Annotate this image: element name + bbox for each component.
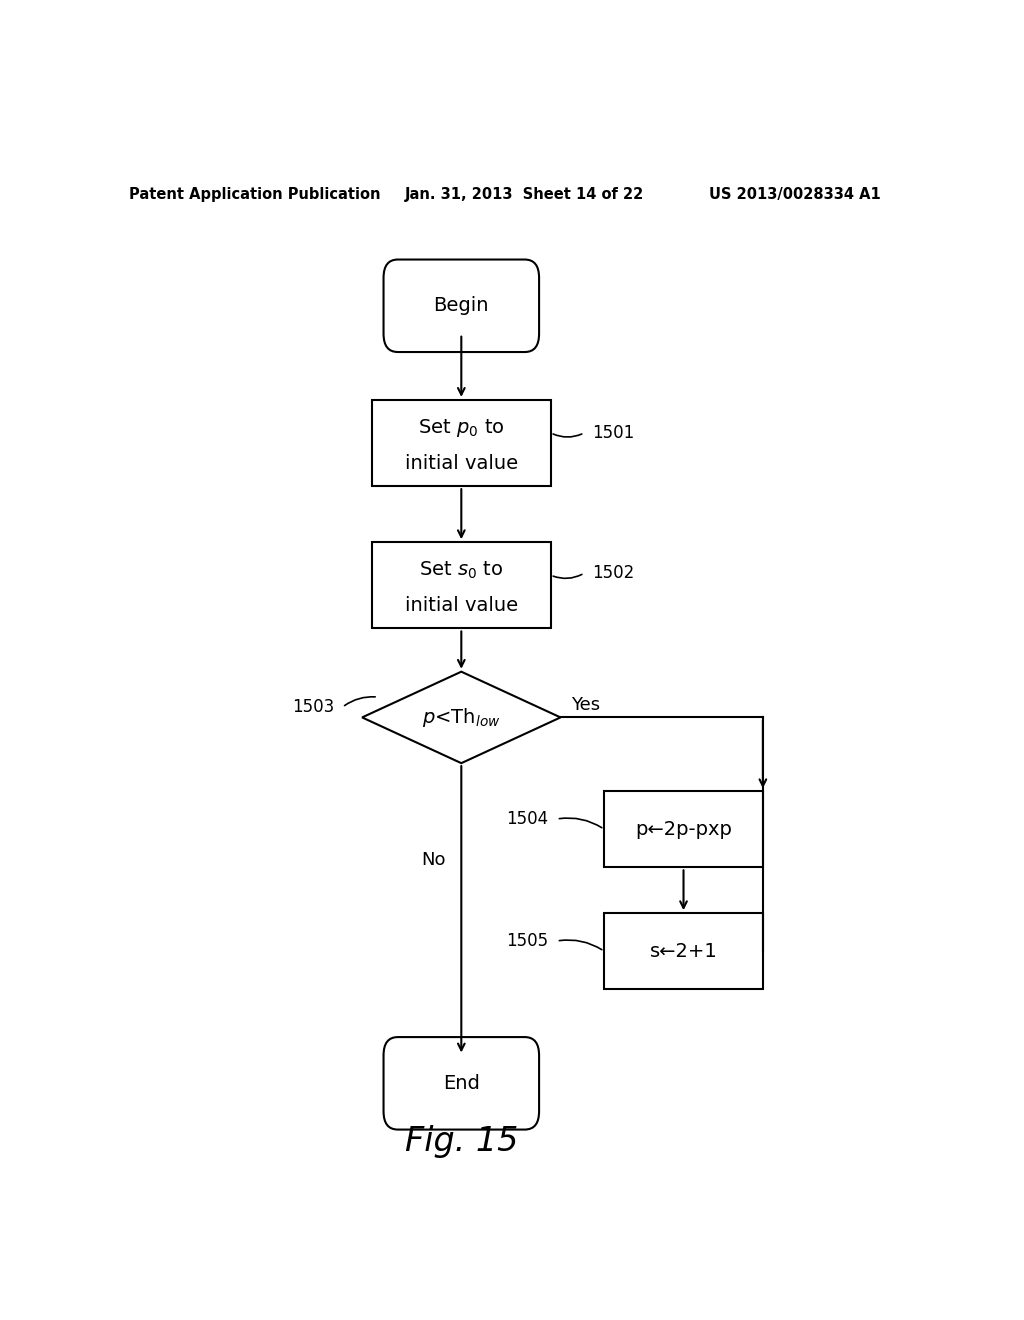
Text: 1502: 1502 [592, 564, 635, 582]
Bar [604, 913, 763, 989]
Text: Begin: Begin [433, 296, 489, 315]
Text: $p$<Th$_{low}$: $p$<Th$_{low}$ [422, 706, 501, 729]
Text: Fig. 15: Fig. 15 [404, 1125, 518, 1158]
Text: 1504: 1504 [507, 810, 549, 828]
Bar [372, 543, 551, 628]
Text: Set $s_0$ to: Set $s_0$ to [419, 560, 504, 581]
Text: 1501: 1501 [592, 424, 635, 442]
Bar [372, 400, 551, 486]
Text: initial value: initial value [404, 454, 518, 473]
Bar [604, 791, 763, 867]
Text: Set $p_0$ to: Set $p_0$ to [418, 417, 505, 438]
Text: p←2p-pxp: p←2p-pxp [635, 820, 732, 838]
Text: No: No [421, 850, 445, 869]
FancyBboxPatch shape [384, 1038, 539, 1130]
Text: 1503: 1503 [292, 698, 334, 717]
Text: s←2+1: s←2+1 [649, 941, 718, 961]
Text: Jan. 31, 2013  Sheet 14 of 22: Jan. 31, 2013 Sheet 14 of 22 [406, 187, 644, 202]
Text: initial value: initial value [404, 597, 518, 615]
Text: Yes: Yes [570, 696, 600, 714]
Text: US 2013/0028334 A1: US 2013/0028334 A1 [709, 187, 881, 202]
FancyBboxPatch shape [384, 260, 539, 352]
Polygon shape [362, 672, 560, 763]
Text: Patent Application Publication: Patent Application Publication [129, 187, 381, 202]
Text: 1505: 1505 [507, 932, 549, 950]
Text: End: End [442, 1074, 480, 1093]
